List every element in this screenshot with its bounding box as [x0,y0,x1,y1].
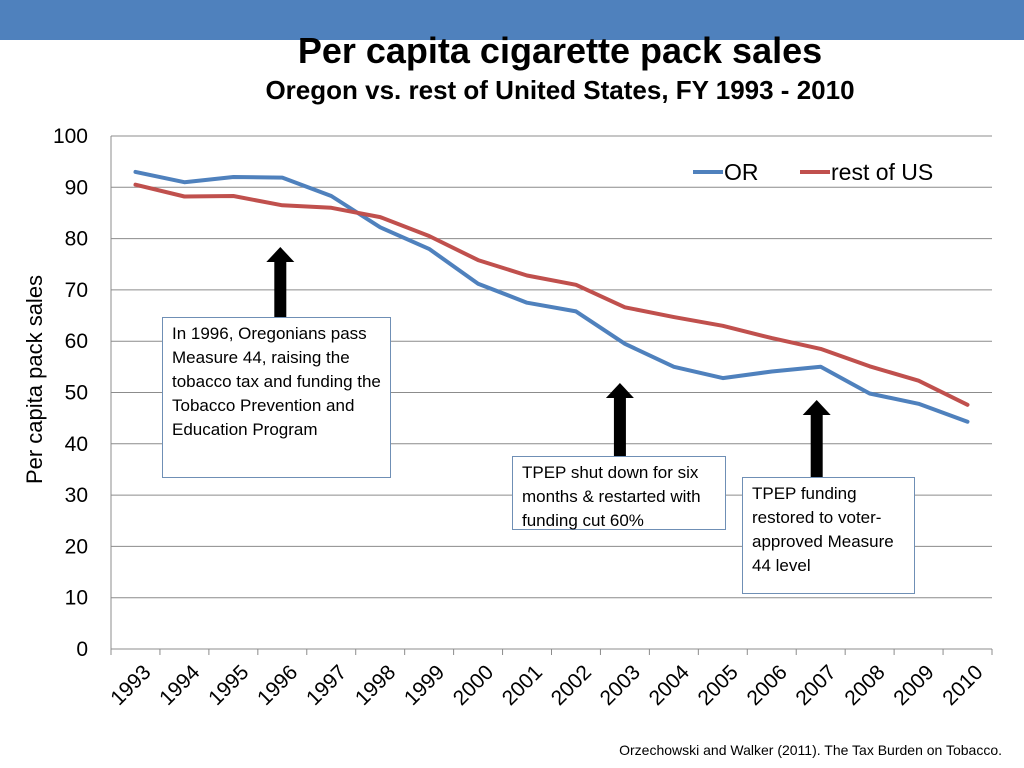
x-tick-label: 1996 [253,661,302,710]
y-tick-label: 10 [65,587,88,610]
x-tick-label: 1993 [106,661,155,710]
x-tick-label: 2004 [645,661,695,711]
y-tick-label: 50 [65,382,88,405]
x-tick-label: 2000 [449,661,498,710]
source-citation: Orzechowski and Walker (2011). The Tax B… [619,742,1002,758]
y-tick-label: 90 [65,176,88,199]
x-tick-label: 1994 [155,661,205,711]
callout-tpep-restored-text: TPEP funding restored to voter-approved … [752,484,894,575]
callout-tpep-shutdown: TPEP shut down for six months & restarte… [512,456,726,530]
arrow-2003-head [605,383,634,398]
y-axis-title: Per capita pack sales [22,275,47,484]
y-tick-label: 40 [65,433,88,456]
x-tick-label: 2009 [889,661,938,710]
x-tick-label: 2005 [694,661,743,710]
x-tick-label: 1995 [204,661,253,710]
y-tick-label: 60 [65,330,88,353]
x-tick-label: 2006 [743,661,792,710]
arrow-2007-head [802,400,831,415]
y-tick-label: 80 [65,228,88,251]
x-tick-label: 2003 [596,661,645,710]
y-tick-label: 20 [65,535,88,558]
x-tick-label: 2008 [840,661,889,710]
x-tick-label: 1999 [400,661,449,710]
chart-subtitle: Oregon vs. rest of United States, FY 199… [265,75,855,105]
callout-measure-44: In 1996, Oregonians pass Measure 44, rai… [162,317,391,478]
x-tick-label: 2007 [791,661,840,710]
x-tick-label: 1997 [302,661,351,710]
x-tick-label: 2002 [547,661,596,710]
callout-measure-44-text: In 1996, Oregonians pass Measure 44, rai… [172,324,381,439]
arrow-1996-shaft [274,261,287,318]
chart-title: Per capita cigarette pack sales [297,30,823,71]
x-tick-label: 2001 [498,661,547,710]
series-line-or [133,169,970,424]
callout-tpep-restored: TPEP funding restored to voter-approved … [742,477,915,594]
x-tick-label: 1998 [351,661,400,710]
y-tick-label: 70 [65,279,88,302]
legend-label-rest-of-us: rest of US [831,159,933,185]
y-tick-label: 0 [76,638,88,661]
arrow-1996-head [266,247,295,262]
series-line-rest-of-us [133,182,970,407]
top-banner [0,0,1024,40]
y-tick-label: 30 [65,484,88,507]
x-tick-label: 2010 [938,661,987,710]
y-tick-label: 100 [53,125,88,148]
arrow-2007-shaft [810,414,823,478]
callout-tpep-shutdown-text: TPEP shut down for six months & restarte… [522,463,701,530]
legend-label-or: OR [724,159,759,185]
arrow-2003-shaft [613,397,626,458]
